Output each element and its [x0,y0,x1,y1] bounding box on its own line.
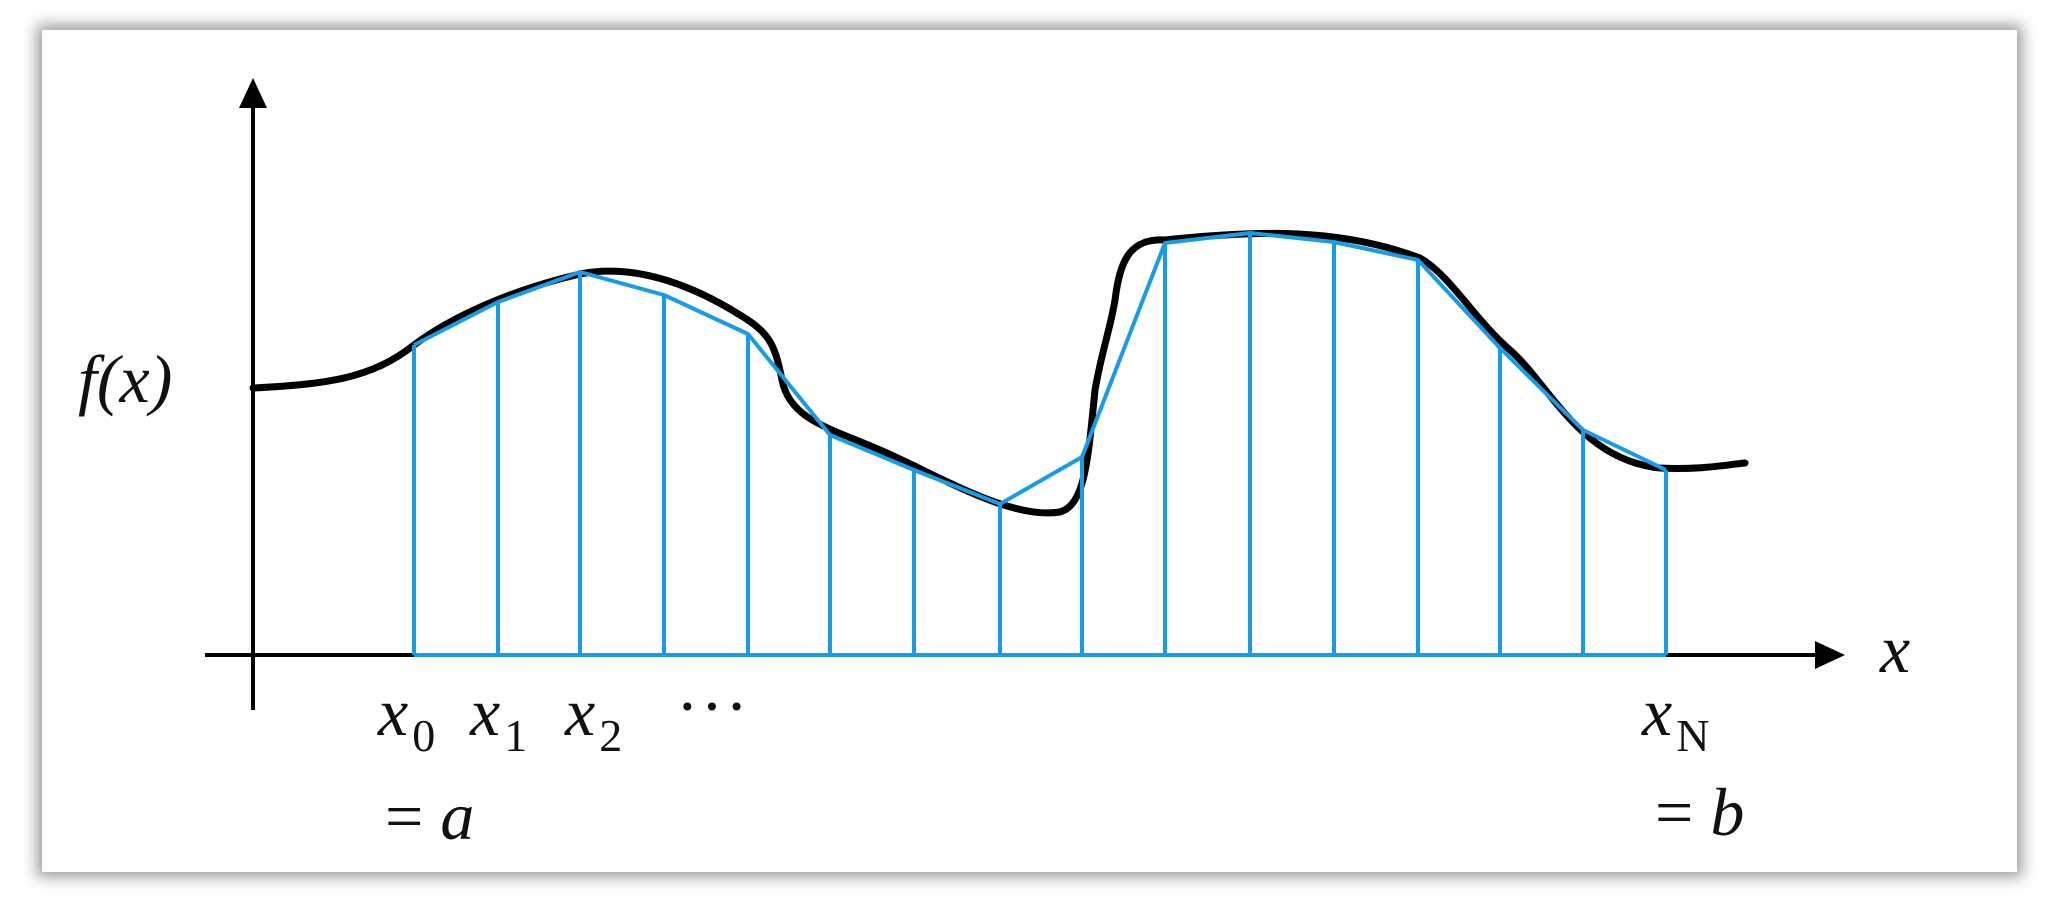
lower-bound-variable: a [440,778,475,854]
upper-bound-equals: = [1655,774,1711,850]
x-axis-arrowhead [1815,641,1845,669]
trapezoid-top-edges [413,231,1667,506]
tick-label-x1: x1 [470,678,527,759]
x1-variable: x [470,674,501,750]
tick-label-xN: xN [1642,678,1709,759]
x0-subscript: 0 [412,710,436,761]
function-curve [249,229,1749,517]
lower-bound-equals: = [385,778,441,854]
upper-bound-variable: b [1710,774,1745,850]
xN-subscript: N [1676,710,1710,761]
tick-label-x0: x0 [378,678,435,759]
lower-bound-label: = a [385,782,474,850]
x0-variable: x [378,674,409,750]
trapezoid-vertical-edges [412,233,1668,655]
tick-label-x2: x2 [565,678,622,759]
ellipsis-label: ··· [676,668,750,744]
x-axis-label: x [1880,611,1911,687]
trapezoid-panels [412,231,1668,657]
upper-bound-label: = b [1655,778,1744,846]
x2-variable: x [565,674,596,750]
y-axis-label: f(x) [78,341,173,417]
x1-subscript: 1 [504,710,528,761]
x2-subscript: 2 [599,710,623,761]
figure-panel [42,30,2017,872]
xN-variable: x [1642,674,1673,750]
y-axis-arrowhead [239,78,267,108]
